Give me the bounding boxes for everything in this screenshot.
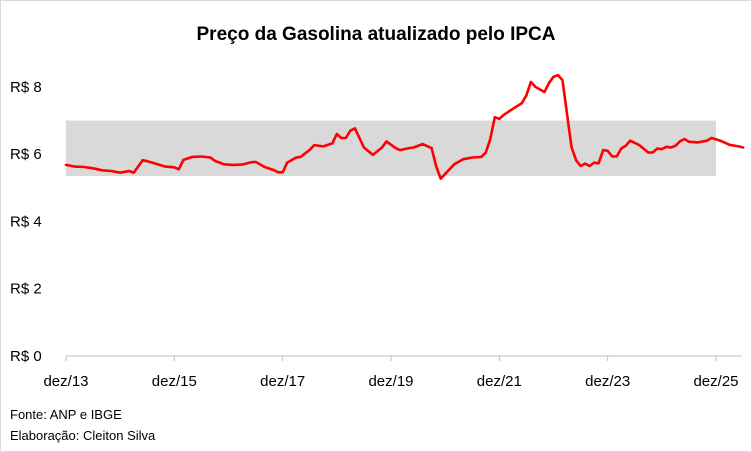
x-tick-label: dez/15 xyxy=(152,373,197,390)
series-line xyxy=(64,73,745,180)
y-tick-label: R$ 0 xyxy=(10,348,42,365)
axis-layer xyxy=(65,355,742,361)
x-tick-label: dez/17 xyxy=(260,373,305,390)
x-tick-label: dez/25 xyxy=(693,373,738,390)
chart-title: Preço da Gasolina atualizado pelo IPCA xyxy=(197,24,556,45)
y-tick-label: R$ 2 xyxy=(10,281,42,298)
line-layer xyxy=(64,73,745,180)
band-layer xyxy=(66,120,716,177)
y-tick-label: R$ 4 xyxy=(10,213,42,230)
x-tick-label: dez/19 xyxy=(368,373,413,390)
author-note: Elaboração: Cleiton Silva xyxy=(10,428,156,443)
y-tick-label: R$ 6 xyxy=(10,146,42,163)
x-tick-labels: dez/13 dez/15 dez/17 dez/19 dez/21 dez/23 dez/… xyxy=(43,373,738,390)
source-note: Fonte: ANP e IBGE xyxy=(10,407,122,422)
y-tick-labels: R$ 0 R$ 2 R$ 4 R$ 6 R$ 8 xyxy=(10,79,42,365)
x-tick-label: dez/23 xyxy=(585,373,630,390)
reference-band xyxy=(66,120,716,177)
x-tick-label: dez/13 xyxy=(43,373,88,390)
y-tick-label: R$ 8 xyxy=(10,79,42,96)
x-tick-label: dez/21 xyxy=(477,373,522,390)
